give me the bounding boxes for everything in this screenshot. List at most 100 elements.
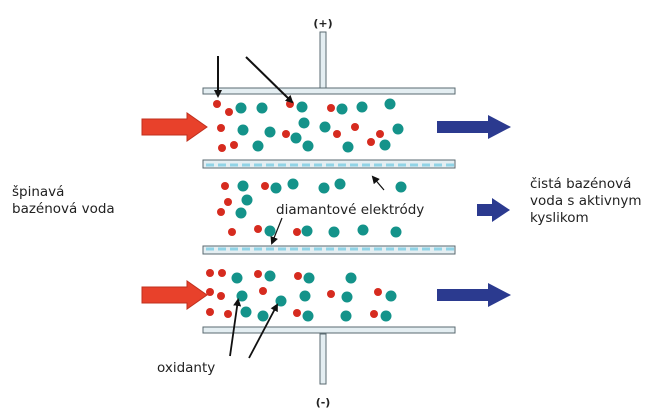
teal-particle — [341, 291, 353, 303]
red-particle — [217, 124, 225, 132]
bottom-electrode-plate — [202, 326, 456, 334]
teal-particle — [235, 207, 247, 219]
red-particle — [351, 123, 359, 131]
teal-particle — [296, 101, 308, 113]
red-particle — [282, 130, 290, 138]
teal-particle — [236, 290, 248, 302]
electrode-pointer-upper — [371, 175, 385, 191]
red-particle — [367, 138, 375, 146]
teal-particle — [385, 290, 397, 302]
diamond-electrodes-label: diamantové elektródy — [276, 202, 425, 218]
red-particle — [259, 287, 267, 295]
red-particle — [224, 310, 232, 318]
teal-particle — [264, 225, 276, 237]
oxidant-pointer-bottom-right — [248, 303, 278, 359]
teal-particle — [237, 180, 249, 192]
red-particle — [228, 228, 236, 236]
red-particle — [327, 290, 335, 298]
inlet-arrow-top — [141, 112, 208, 142]
teal-particle — [257, 310, 269, 322]
teal-particle — [345, 272, 357, 284]
red-particle — [206, 308, 214, 316]
red-particle — [218, 144, 226, 152]
red-particle — [218, 269, 226, 277]
teal-particle — [270, 182, 282, 194]
teal-particle — [302, 310, 314, 322]
red-particle — [217, 208, 225, 216]
teal-particle — [318, 182, 330, 194]
electrode-pointer-lower — [270, 217, 283, 245]
red-particle — [230, 141, 238, 149]
teal-particle — [379, 139, 391, 151]
teal-particle — [319, 121, 331, 133]
particles-upper-chamber — [213, 98, 404, 153]
dirty-water-label: špinavá bazénová voda — [12, 184, 115, 217]
negative-terminal-label: (-) — [316, 396, 331, 409]
top-electrode-plate — [202, 87, 456, 95]
red-particle — [213, 100, 221, 108]
teal-particle — [302, 140, 314, 152]
teal-particle — [303, 272, 315, 284]
teal-particle — [392, 123, 404, 135]
outlet-arrow-middle — [477, 198, 510, 222]
teal-particle — [384, 98, 396, 110]
teal-particle — [264, 270, 276, 282]
teal-particle — [275, 295, 287, 307]
red-particle — [217, 292, 225, 300]
teal-particle — [357, 224, 369, 236]
teal-particle — [342, 141, 354, 153]
particles-middle-chamber — [217, 178, 407, 238]
teal-particle — [235, 102, 247, 114]
teal-particle — [334, 178, 346, 190]
red-particle — [206, 269, 214, 277]
negative-terminal-stem — [319, 333, 327, 385]
teal-particle — [298, 117, 310, 129]
red-particle — [225, 108, 233, 116]
teal-particle — [356, 101, 368, 113]
particles-lower-chamber — [206, 269, 397, 322]
red-particle — [261, 182, 269, 190]
diamond-electrode-lower — [202, 245, 456, 255]
teal-particle — [380, 310, 392, 322]
red-particle — [254, 270, 262, 278]
red-particle — [293, 228, 301, 236]
teal-particle — [237, 124, 249, 136]
red-particle — [293, 309, 301, 317]
teal-particle — [240, 306, 252, 318]
red-particle — [333, 130, 341, 138]
teal-particle — [252, 140, 264, 152]
teal-particle — [328, 226, 340, 238]
outlet-arrow-bottom — [437, 283, 511, 307]
teal-particle — [395, 181, 407, 193]
red-particle — [374, 288, 382, 296]
red-particle — [327, 104, 335, 112]
positive-terminal-label: (+) — [313, 17, 332, 30]
teal-particle — [301, 225, 313, 237]
teal-particle — [287, 178, 299, 190]
red-particle — [370, 310, 378, 318]
teal-particle — [299, 290, 311, 302]
red-particle — [376, 130, 384, 138]
outlet-arrow-top — [437, 115, 511, 139]
teal-particle — [256, 102, 268, 114]
teal-particle — [290, 132, 302, 144]
positive-terminal-stem — [319, 31, 327, 89]
red-particle — [294, 272, 302, 280]
red-particle — [254, 225, 262, 233]
inlet-arrow-bottom — [141, 280, 208, 310]
teal-particle — [241, 194, 253, 206]
oxidant-pointer-top-right — [245, 56, 294, 104]
clean-water-label: čistá bazénová voda s aktivnym kyslikom — [530, 176, 642, 226]
diamond-electrode-upper — [202, 159, 456, 169]
teal-particle — [231, 272, 243, 284]
teal-particle — [264, 126, 276, 138]
teal-particle — [336, 103, 348, 115]
teal-particle — [390, 226, 402, 238]
teal-particle — [340, 310, 352, 322]
oxidant-pointer-bottom-left — [229, 298, 242, 357]
oxidants-label: oxidanty — [157, 360, 216, 376]
red-particle — [206, 288, 214, 296]
red-particle — [224, 198, 232, 206]
